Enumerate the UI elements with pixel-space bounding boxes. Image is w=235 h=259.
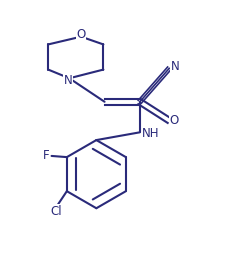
Text: N: N <box>171 60 180 73</box>
Text: O: O <box>170 114 179 127</box>
Text: F: F <box>43 149 50 162</box>
Text: Cl: Cl <box>51 205 62 218</box>
Text: NH: NH <box>142 127 160 140</box>
Text: O: O <box>76 28 86 41</box>
Text: N: N <box>64 74 73 87</box>
